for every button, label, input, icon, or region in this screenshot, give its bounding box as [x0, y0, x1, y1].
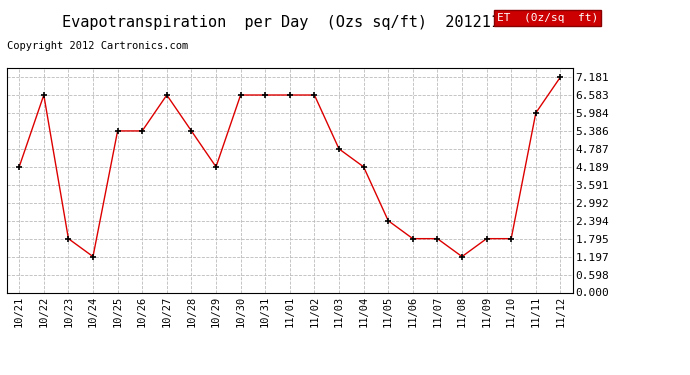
Text: Copyright 2012 Cartronics.com: Copyright 2012 Cartronics.com	[7, 41, 188, 51]
Text: ET  (0z/sq  ft): ET (0z/sq ft)	[497, 13, 598, 23]
Text: Evapotranspiration  per Day  (Ozs sq/ft)  20121113: Evapotranspiration per Day (Ozs sq/ft) 2…	[61, 15, 518, 30]
